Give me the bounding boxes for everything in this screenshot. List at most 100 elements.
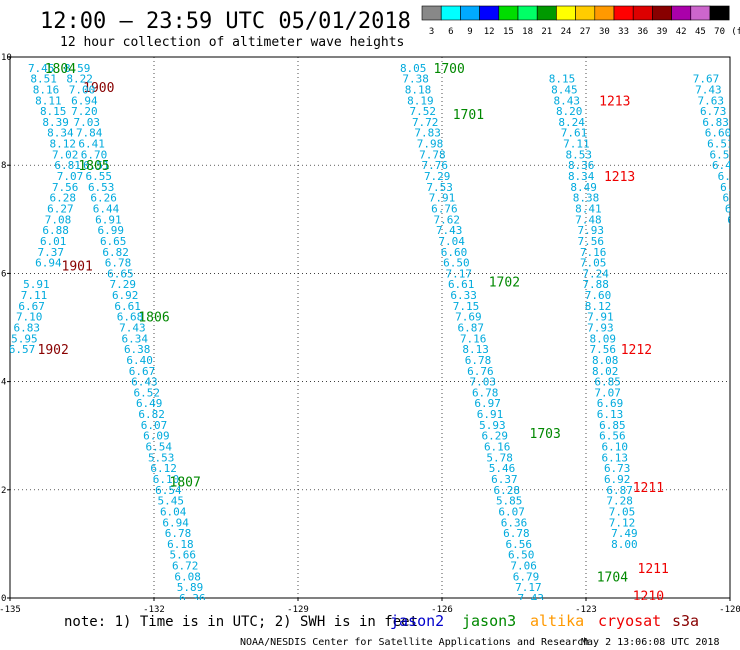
color-bar-swatch (421, 5, 442, 21)
swh-value: 7.12 (609, 516, 636, 529)
swh-value: 6.41 (78, 138, 105, 151)
color-bar-label: 9 (467, 27, 472, 37)
swh-value: 7.56 (52, 181, 79, 194)
swh-value: 7.43 (436, 224, 463, 237)
satellite-legend: note: 1) Time is in UTC; 2) SWH is in fe… (64, 612, 699, 630)
swh-value: 7.37 (38, 246, 65, 259)
footer-note: note: 1) Time is in UTC; 2) SWH is in fe… (64, 614, 418, 630)
track-jason3: 7.677.437.636.736.836.606.516.556.496.36… (693, 73, 740, 227)
swh-value: 6.68 (117, 311, 144, 324)
swh-value: 6.10 (602, 441, 629, 454)
swh-value: 8.11 (35, 94, 62, 107)
pass-time-label: 1210 (633, 589, 664, 604)
color-bar-swatch (440, 5, 461, 21)
swh-value: 7.29 (424, 170, 451, 183)
chart-subtitle: 12 hour collection of altimeter wave hei… (60, 35, 404, 50)
color-bar-swatch (709, 5, 730, 21)
swh-value: 6.69 (597, 397, 624, 410)
color-bar-label: 3 (429, 27, 434, 37)
swh-value: 7.53 (426, 181, 453, 194)
swh-value: 6.70 (81, 148, 108, 161)
swh-value: 8.16 (33, 83, 60, 96)
swh-value: 6.57 (9, 343, 36, 356)
swh-value: 8.02 (592, 365, 619, 378)
swh-value: 6.28 (50, 192, 77, 205)
swh-value: 8.34 (568, 170, 595, 183)
swh-value: 7.28 (606, 495, 633, 508)
swh-value: 7.63 (698, 94, 725, 107)
swh-value: 7.16 (460, 332, 487, 345)
swh-value: 8.45 (551, 83, 578, 96)
swh-value: 6.60 (441, 246, 468, 259)
swh-value: 5.78 (486, 451, 513, 464)
swh-value: 6.61 (448, 278, 475, 291)
swh-value: 6.33 (450, 289, 477, 302)
pass-time-label: 1900 (83, 81, 114, 96)
swh-value: 6.49 (712, 159, 739, 172)
swh-value: 8.34 (47, 127, 74, 140)
swh-value: 6.52 (134, 386, 161, 399)
swh-value: 7.93 (578, 224, 605, 237)
y-tick-label: 6 (1, 269, 6, 279)
pass-time-label: 1211 (638, 562, 669, 577)
swh-value: 7.04 (438, 235, 465, 248)
swh-value: 6.28 (494, 484, 521, 497)
swh-value: 6.3 (725, 202, 740, 215)
swh-value: 7.24 (582, 267, 609, 280)
color-bar-label: 27 (580, 27, 591, 37)
swh-value: 7.93 (587, 322, 614, 335)
pass-time-label: 1213 (599, 94, 630, 109)
swh-value: 7.02 (52, 148, 79, 161)
swh-value: 7.05 (609, 505, 636, 518)
swh-value: 6.27 (47, 202, 74, 215)
swh-value: 6.81 (54, 159, 81, 172)
satellite-legend-altika: altika (530, 612, 584, 630)
swh-value: 8.15 (549, 73, 576, 86)
track-jason3: 8.057.388.188.197.527.727.837.987.787.76… (400, 62, 628, 600)
swh-value: 6.94 (162, 516, 189, 529)
swh-value: 7.07 (594, 386, 621, 399)
swh-value: 6.61 (114, 300, 141, 313)
swh-value: 5.45 (158, 495, 185, 508)
swh-value: 6.55 (710, 148, 737, 161)
swh-value: 7.83 (414, 127, 441, 140)
swh-value: 7.45 (28, 62, 55, 75)
swh-value: 6.09 (143, 430, 170, 443)
swh-value: 6.40 (126, 354, 153, 367)
swh-value: 6.92 (604, 473, 631, 486)
swh-value: 6.16 (484, 441, 511, 454)
satellite-legend-jason2: jason2 (390, 612, 444, 630)
swh-value: 6.44 (93, 202, 120, 215)
swh-value: 7.08 (45, 213, 72, 226)
swh-value: 6.78 (465, 354, 492, 367)
swh-value: 6.37 (491, 473, 518, 486)
swh-value: 7.60 (585, 289, 612, 302)
color-bar-label: 6 (448, 27, 453, 37)
swh-value: 6.78 (503, 527, 530, 540)
swh-value: 6.87 (606, 484, 633, 497)
swh-value: 6.8 (720, 181, 740, 194)
swh-value: 6.92 (112, 289, 139, 302)
swh-value: 8.43 (554, 94, 581, 107)
swh-value: 6.53 (88, 181, 115, 194)
swh-value: 6.4 (727, 213, 740, 226)
swh-value: 7.17 (515, 581, 542, 594)
x-tick-label: -132 (143, 605, 165, 615)
color-bar-label: 30 (599, 27, 610, 37)
swh-value: 6.83 (702, 116, 729, 129)
pass-time-label: 1806 (138, 311, 169, 326)
swh-value: 6.12 (150, 462, 177, 475)
plot-frame (9, 56, 731, 599)
swh-value: 8.51 (30, 73, 57, 86)
swh-value: 6.67 (129, 365, 156, 378)
x-tick-label: -120 (719, 605, 740, 615)
swh-value: 6.72 (172, 560, 199, 573)
color-bar-swatch (613, 5, 634, 21)
color-bar-label: 36 (637, 27, 648, 37)
swh-value: 7.00 (69, 83, 96, 96)
swh-value: 8.18 (405, 83, 432, 96)
swh-value: 6.18 (167, 538, 194, 551)
swh-value: 6.07 (498, 505, 525, 518)
swh-value: 6.99 (98, 224, 125, 237)
